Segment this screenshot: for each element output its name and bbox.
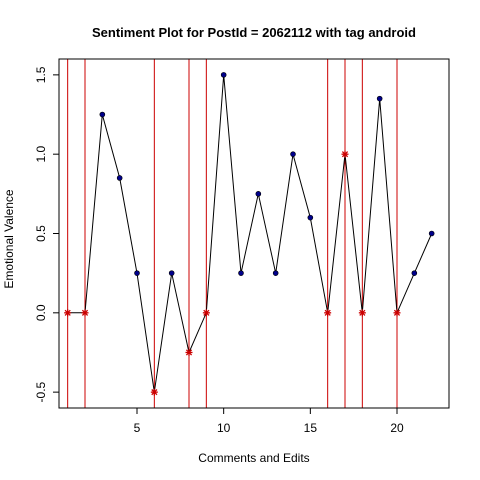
data-point xyxy=(116,175,123,181)
data-point xyxy=(428,230,435,237)
edit-point-marker xyxy=(324,309,332,317)
y-axis-label: Emotional Valence xyxy=(2,189,16,288)
data-point xyxy=(134,270,140,276)
y-tick-label: 1.5 xyxy=(34,66,48,83)
data-point xyxy=(272,270,279,276)
data-point xyxy=(220,72,227,78)
edit-point-marker xyxy=(393,309,401,317)
data-point xyxy=(255,191,262,197)
chart-title: Sentiment Plot for PostId = 2062112 with… xyxy=(92,25,416,40)
y-tick-label: 1.0 xyxy=(34,146,48,163)
edit-point-marker xyxy=(358,309,366,317)
edit-point-marker xyxy=(202,309,210,317)
plot-frame xyxy=(58,58,450,409)
data-point xyxy=(376,95,383,102)
edit-point-marker xyxy=(150,388,158,396)
x-tick-label: 5 xyxy=(134,421,141,435)
edit-point-marker xyxy=(185,348,193,356)
y-tick-label: -0.5 xyxy=(34,381,48,402)
x-tick-label: 20 xyxy=(390,421,404,435)
x-tick-label: 10 xyxy=(217,421,231,435)
plot-area: 5 10 15 20 -0.5 0.0 0.5 1.0 1.5 xyxy=(34,59,435,435)
data-point xyxy=(411,270,418,276)
x-axis-label: Comments and Edits xyxy=(198,451,309,465)
series-line xyxy=(67,74,433,393)
data-point xyxy=(168,270,175,276)
edit-point-marker xyxy=(64,309,72,317)
data-point xyxy=(238,270,244,276)
edit-point-marker xyxy=(341,150,349,158)
data-point xyxy=(99,111,106,118)
data-point xyxy=(290,151,296,157)
y-tick-label: 0.0 xyxy=(34,304,48,321)
data-point xyxy=(307,214,314,221)
x-tick-label: 15 xyxy=(304,421,318,435)
edit-point-marker xyxy=(81,309,89,317)
y-tick-label: 0.5 xyxy=(34,225,48,242)
